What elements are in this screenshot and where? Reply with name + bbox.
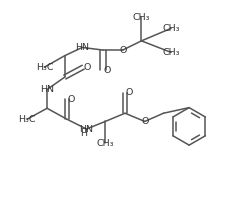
Text: CH₃: CH₃: [96, 139, 114, 148]
Text: H: H: [80, 129, 87, 138]
Text: O: O: [67, 95, 74, 104]
Text: CH₃: CH₃: [133, 13, 150, 22]
Text: H₃C: H₃C: [36, 63, 53, 72]
Text: O: O: [103, 66, 110, 75]
Text: O: O: [141, 117, 148, 126]
Text: CH₃: CH₃: [162, 48, 180, 57]
Text: HN: HN: [40, 85, 54, 94]
Text: CH₃: CH₃: [162, 24, 180, 33]
Text: HN: HN: [80, 125, 94, 134]
Text: H₃C: H₃C: [18, 115, 36, 124]
Text: O: O: [84, 63, 91, 72]
Text: O: O: [119, 46, 126, 55]
Text: HN: HN: [75, 43, 89, 52]
Text: O: O: [125, 88, 133, 97]
